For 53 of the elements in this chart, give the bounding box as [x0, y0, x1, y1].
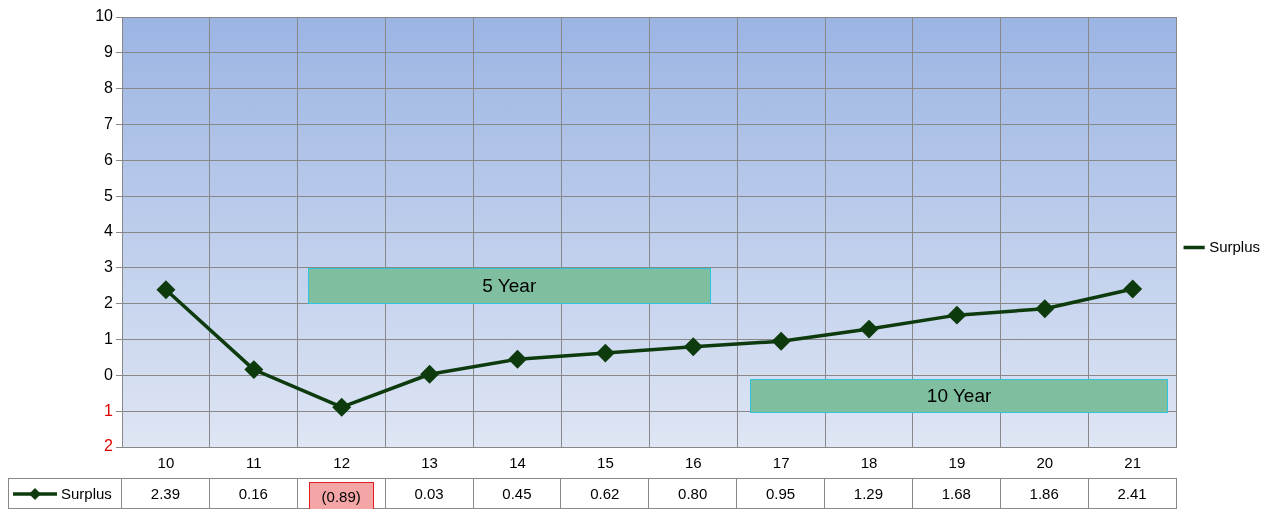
data-label: 2.39: [150, 485, 181, 502]
y-tick-label: 4: [104, 222, 114, 240]
x-tick-label: 17: [772, 454, 790, 472]
data-label: 0.45: [502, 485, 532, 502]
x-tick-label: 19: [948, 454, 966, 472]
x-tick-label: 18: [860, 454, 878, 472]
y-tick-label: 5: [104, 186, 114, 204]
x-tick-label: 10: [157, 454, 175, 472]
point: [332, 398, 351, 416]
point: [596, 344, 615, 362]
point: [860, 320, 878, 338]
x-tick-label: 16: [684, 454, 702, 472]
data-label: 1.68: [941, 485, 971, 502]
data-label: 0.95: [765, 485, 796, 502]
data-label: 1.29: [853, 485, 884, 502]
data-label: 2.41: [1117, 485, 1147, 502]
text-box: 5 Year: [307, 267, 711, 304]
x-tick-label: 12: [333, 454, 351, 472]
point: [1123, 280, 1142, 298]
x-tick-label: 15: [597, 454, 614, 472]
x-tick-label: 21: [1124, 454, 1142, 472]
y-tick-label: 3: [104, 258, 114, 276]
data-label: 0.62: [590, 485, 620, 502]
data-label: (0.89): [308, 481, 374, 509]
data-label: 1.86: [1029, 485, 1059, 502]
data-label: 0.03: [414, 485, 444, 502]
x-tick-label: 14: [509, 454, 526, 472]
legend-label: Surplus: [1209, 237, 1260, 255]
point: [1036, 299, 1054, 318]
text-box: 10 Year: [750, 378, 1168, 413]
y-tick-label: 2: [104, 437, 114, 455]
y-tick-label: 6: [104, 150, 114, 168]
y-tick-label: 10: [95, 7, 114, 25]
x-tick-label: 20: [1036, 454, 1054, 472]
data-label: 0.80: [678, 485, 708, 502]
text: Surplus: [61, 485, 112, 502]
y-tick-label: 9: [104, 43, 114, 61]
y-tick-label: 1: [104, 401, 114, 419]
point: [245, 360, 263, 379]
point: [420, 365, 439, 384]
data-label: 0.16: [238, 485, 268, 502]
y-tick-label: 0: [104, 365, 114, 383]
x-tick-label: 11: [246, 454, 262, 472]
y-tick-label: 8: [104, 79, 114, 97]
y-tick-label: 2: [104, 294, 114, 312]
point: [508, 350, 527, 368]
y-tick-label: 7: [104, 114, 114, 132]
point: [684, 337, 703, 356]
point: [948, 306, 966, 324]
point: [157, 280, 175, 299]
x-tick-label: 13: [421, 454, 438, 472]
y-tick-label: 1: [104, 329, 114, 347]
point: [772, 332, 790, 351]
